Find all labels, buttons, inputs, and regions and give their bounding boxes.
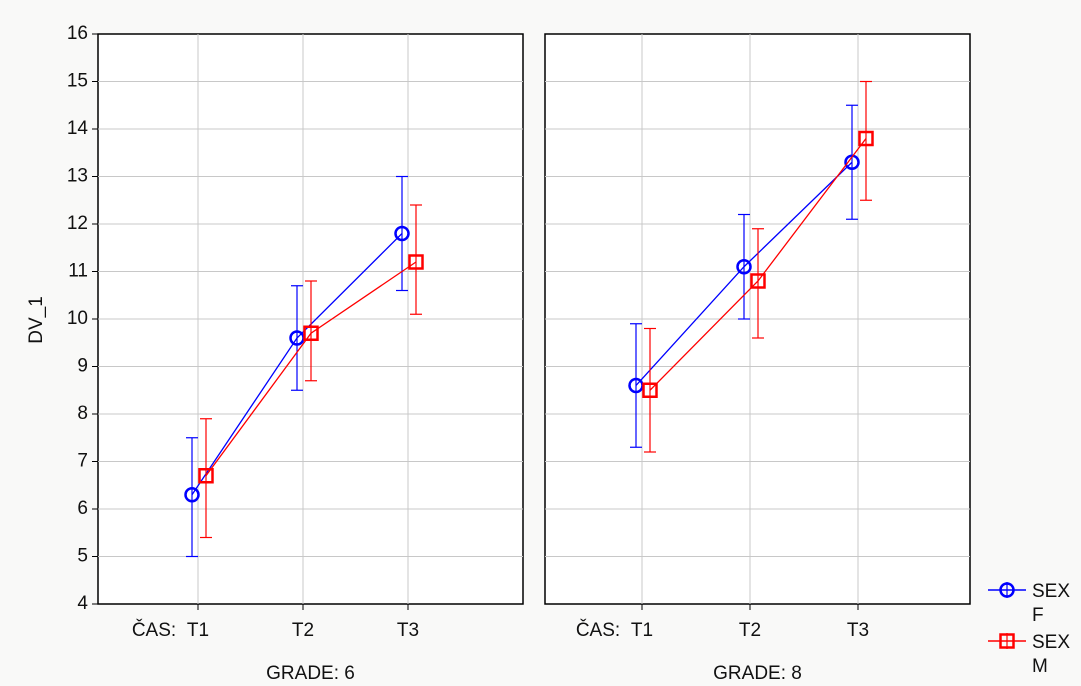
legend-label: SEX	[1032, 632, 1070, 653]
y-tick-label: 15	[67, 71, 88, 92]
y-tick-label: 7	[77, 451, 88, 472]
square-marker-icon	[999, 633, 1015, 649]
y-tick-label: 16	[67, 23, 88, 44]
x-tick-label: T3	[397, 620, 419, 641]
legend-sublabel: F	[1032, 605, 1044, 626]
y-tick-label: 5	[77, 546, 88, 567]
data-point	[184, 487, 200, 503]
plot-panel-1: 4 5 6 7 8 9 10 11 12 13 14 15 16 T1 T2 T3 ČAS: GRADE: 6	[67, 23, 524, 684]
data-point	[736, 259, 752, 275]
x-tick-label: T1	[631, 620, 653, 641]
data-point	[394, 225, 410, 242]
y-tick-label: 12	[67, 213, 88, 234]
data-point	[408, 254, 424, 270]
y-tick-label: 6	[77, 498, 88, 519]
legend-sublabel: M	[1032, 656, 1048, 677]
series-f	[628, 104, 860, 448]
x-tick-label: T2	[739, 620, 761, 641]
y-tick-label: 4	[77, 593, 88, 614]
data-point	[858, 130, 874, 147]
x-tick-label: T1	[187, 620, 209, 641]
y-tick-label: 13	[67, 166, 88, 187]
legend-item-2: SEX M	[988, 632, 1070, 677]
x-tick-label: T3	[847, 620, 869, 641]
y-tick-label: 8	[77, 403, 88, 424]
legend-label: SEX	[1032, 581, 1070, 602]
y-axis-label: DV_1	[26, 296, 47, 344]
legend: SEX F SEX M	[988, 581, 1070, 677]
y-tick-label: 10	[67, 308, 88, 329]
y-tick-label: 14	[67, 118, 89, 139]
circle-marker-icon	[999, 582, 1015, 598]
series-m	[642, 80, 874, 453]
x-tick-label: T2	[292, 620, 314, 641]
data-point	[844, 154, 860, 170]
x-factor-label: ČAS:	[576, 619, 620, 641]
legend-item-1: SEX F	[988, 581, 1070, 626]
panel-label: GRADE: 6	[266, 663, 355, 684]
data-point	[198, 468, 214, 484]
data-point	[750, 273, 766, 289]
x-factor-label: ČAS:	[132, 619, 176, 641]
y-tick-label: 11	[68, 261, 88, 282]
data-point	[303, 325, 319, 341]
series-m	[198, 204, 424, 539]
data-point	[642, 382, 658, 398]
y-tick-label: 9	[77, 356, 88, 377]
panel-label: GRADE: 8	[713, 663, 802, 684]
plot-panel-2: T1 T2 T3 ČAS: GRADE: 8	[544, 33, 971, 684]
